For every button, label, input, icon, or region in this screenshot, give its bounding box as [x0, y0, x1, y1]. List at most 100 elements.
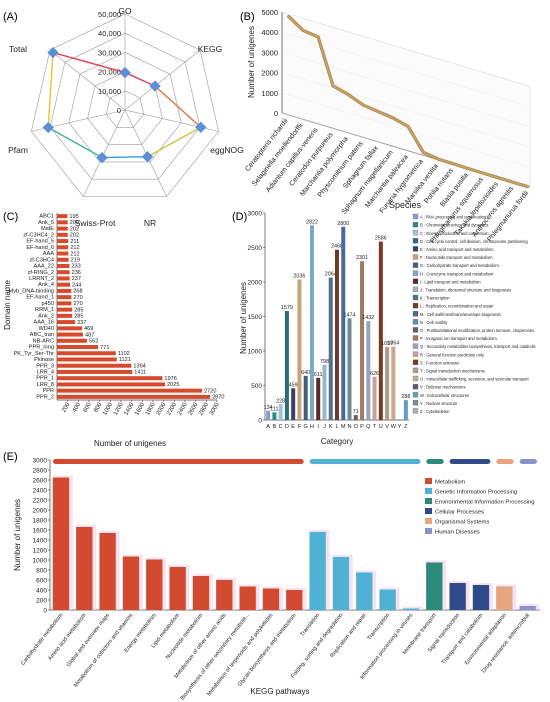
kegg-bar	[472, 585, 490, 610]
line-point	[512, 181, 515, 184]
hbar-y-axis-title: Domain name	[3, 280, 12, 330]
radar-tick-label: 30,000	[98, 48, 121, 57]
hbar-category-label: Ank_2	[38, 313, 54, 319]
cog-category-label: P	[360, 424, 364, 430]
cog-legend-swatch	[412, 311, 419, 317]
kegg-bar	[519, 606, 536, 610]
cog-value-label: 1474	[344, 312, 356, 318]
hbar-bar	[57, 332, 83, 337]
cog-legend-label: K : Transcription	[420, 296, 450, 301]
hbar-bar	[57, 239, 69, 244]
hbar-category-label: AAA	[43, 251, 54, 257]
hbar-category-label: ABC_tran	[30, 332, 54, 338]
hbar-bar	[57, 288, 72, 293]
cog-legend-swatch	[412, 294, 419, 301]
hbar-category-label: PPR_1	[36, 376, 54, 382]
radar-spoke	[124, 49, 201, 111]
cog-legend-label: Y : Nuclear structure	[420, 401, 458, 406]
cog-legend-label: A : RNA processing and modification	[420, 215, 487, 220]
radar-spoke	[83, 109, 126, 197]
hbar-category-label: MatE	[41, 226, 54, 232]
hbar-value-label: 771	[100, 345, 109, 351]
kegg-bar	[216, 580, 233, 610]
cog-legend-label: F : Nucleotide transport and metabolism	[420, 255, 493, 260]
line-gridline	[281, 32, 531, 107]
hbar-x-tick-label: 3000	[209, 401, 221, 416]
line-point	[287, 15, 289, 17]
hbar-value-label: 337	[77, 320, 86, 326]
radar-axis-label: Total	[9, 44, 27, 54]
hbar-bar	[57, 382, 165, 387]
line-point	[347, 93, 349, 96]
hbar-bar	[57, 245, 69, 250]
cog-legend-swatch	[412, 286, 419, 293]
line-y-tick-label: 2000	[261, 69, 278, 78]
cog-bar	[341, 226, 346, 420]
hbar-category-label: EF-hand_6	[26, 245, 54, 251]
cog-value-label: 798	[320, 359, 329, 365]
cog-value-label: 2468	[331, 244, 343, 250]
radar-axis-label: Pfam	[8, 145, 28, 155]
kegg-bar-shadow	[402, 606, 423, 610]
kegg-bar	[379, 589, 396, 610]
cog-category-label: Z	[404, 424, 408, 430]
hbar-category-label: Myb_DNA-binding	[9, 288, 54, 294]
cog-category-label: N	[347, 424, 351, 430]
kegg-y-tick-label: 2600	[33, 478, 48, 485]
kegg-y-tick-label: 1000	[33, 558, 48, 565]
hbar-value-label: 487	[85, 332, 94, 338]
line-point	[317, 36, 319, 38]
cog-legend-swatch	[412, 246, 419, 252]
hbar-value-label: 212	[70, 245, 79, 251]
hbar-bar	[57, 270, 70, 275]
hbar-value-label: 211	[70, 239, 79, 245]
kegg-bar	[76, 527, 93, 610]
kegg-bar	[286, 590, 303, 610]
cog-legend-swatch	[412, 375, 419, 382]
kegg-group-band	[496, 459, 514, 464]
panel-a-letter: (A)	[3, 11, 18, 23]
radar-axis-label: KEGG	[198, 44, 223, 54]
cog-value-label: 228	[276, 398, 285, 404]
kegg-y-tick-label: 600	[36, 578, 47, 585]
kegg-legend-swatch	[425, 508, 432, 514]
cog-legend-swatch	[412, 213, 419, 220]
cog-legend-label: S : Function unknown	[420, 360, 460, 365]
cog-legend-swatch	[412, 335, 419, 341]
kegg-bar	[99, 533, 116, 610]
hbar-category-label: zf-RING_2	[28, 270, 54, 276]
panel-b-line-chart: (B) 0 1000 2000 3000 4000 5000 Number of unige…	[240, 8, 530, 245]
hbar-value-label: 562	[89, 339, 98, 345]
radar-tick-label: 40,000	[98, 29, 121, 38]
line-point	[422, 151, 425, 154]
radar-point	[96, 151, 108, 164]
line-point	[377, 110, 380, 113]
hbar-category-label: PPR_3	[36, 363, 54, 369]
hbar-category-label: EF-hand_1	[26, 295, 54, 301]
cog-category-label: K	[329, 424, 333, 430]
cog-legend-swatch	[412, 400, 419, 406]
hbar-value-label: 270	[73, 301, 82, 307]
cog-category-label: V	[385, 424, 389, 430]
cog-value-label: 2800	[337, 221, 349, 227]
kegg-legend-swatch	[425, 478, 432, 484]
cog-bar	[297, 279, 302, 420]
cog-category-label: I	[317, 424, 319, 430]
kegg-bar	[309, 532, 326, 610]
hbar-bar	[57, 338, 87, 343]
kegg-y-tick-label: 2200	[33, 498, 48, 505]
cog-bar	[372, 376, 377, 420]
hbar-category-label: PPR_2	[36, 394, 54, 400]
panel-d-bar-chart: (D) 0 500 1000 1500 2000 2500 3000 134 A 111 B 228 C…	[232, 211, 536, 447]
radar-grid-ring	[105, 90, 145, 128]
hbar-x-axis-title: Number of unigenes	[94, 439, 166, 448]
line-y-tick-label: 1000	[261, 89, 278, 98]
hbar-bar	[57, 282, 71, 287]
hbar-bar	[57, 295, 72, 300]
cog-legend-swatch	[412, 327, 419, 333]
cog-legend-swatch	[412, 392, 419, 398]
hbar-category-label: zf-C3HC4	[29, 257, 54, 263]
kegg-category-label: Translation	[299, 613, 321, 638]
cog-legend-label: U : Intracellular trafficking, secretion…	[420, 377, 530, 382]
